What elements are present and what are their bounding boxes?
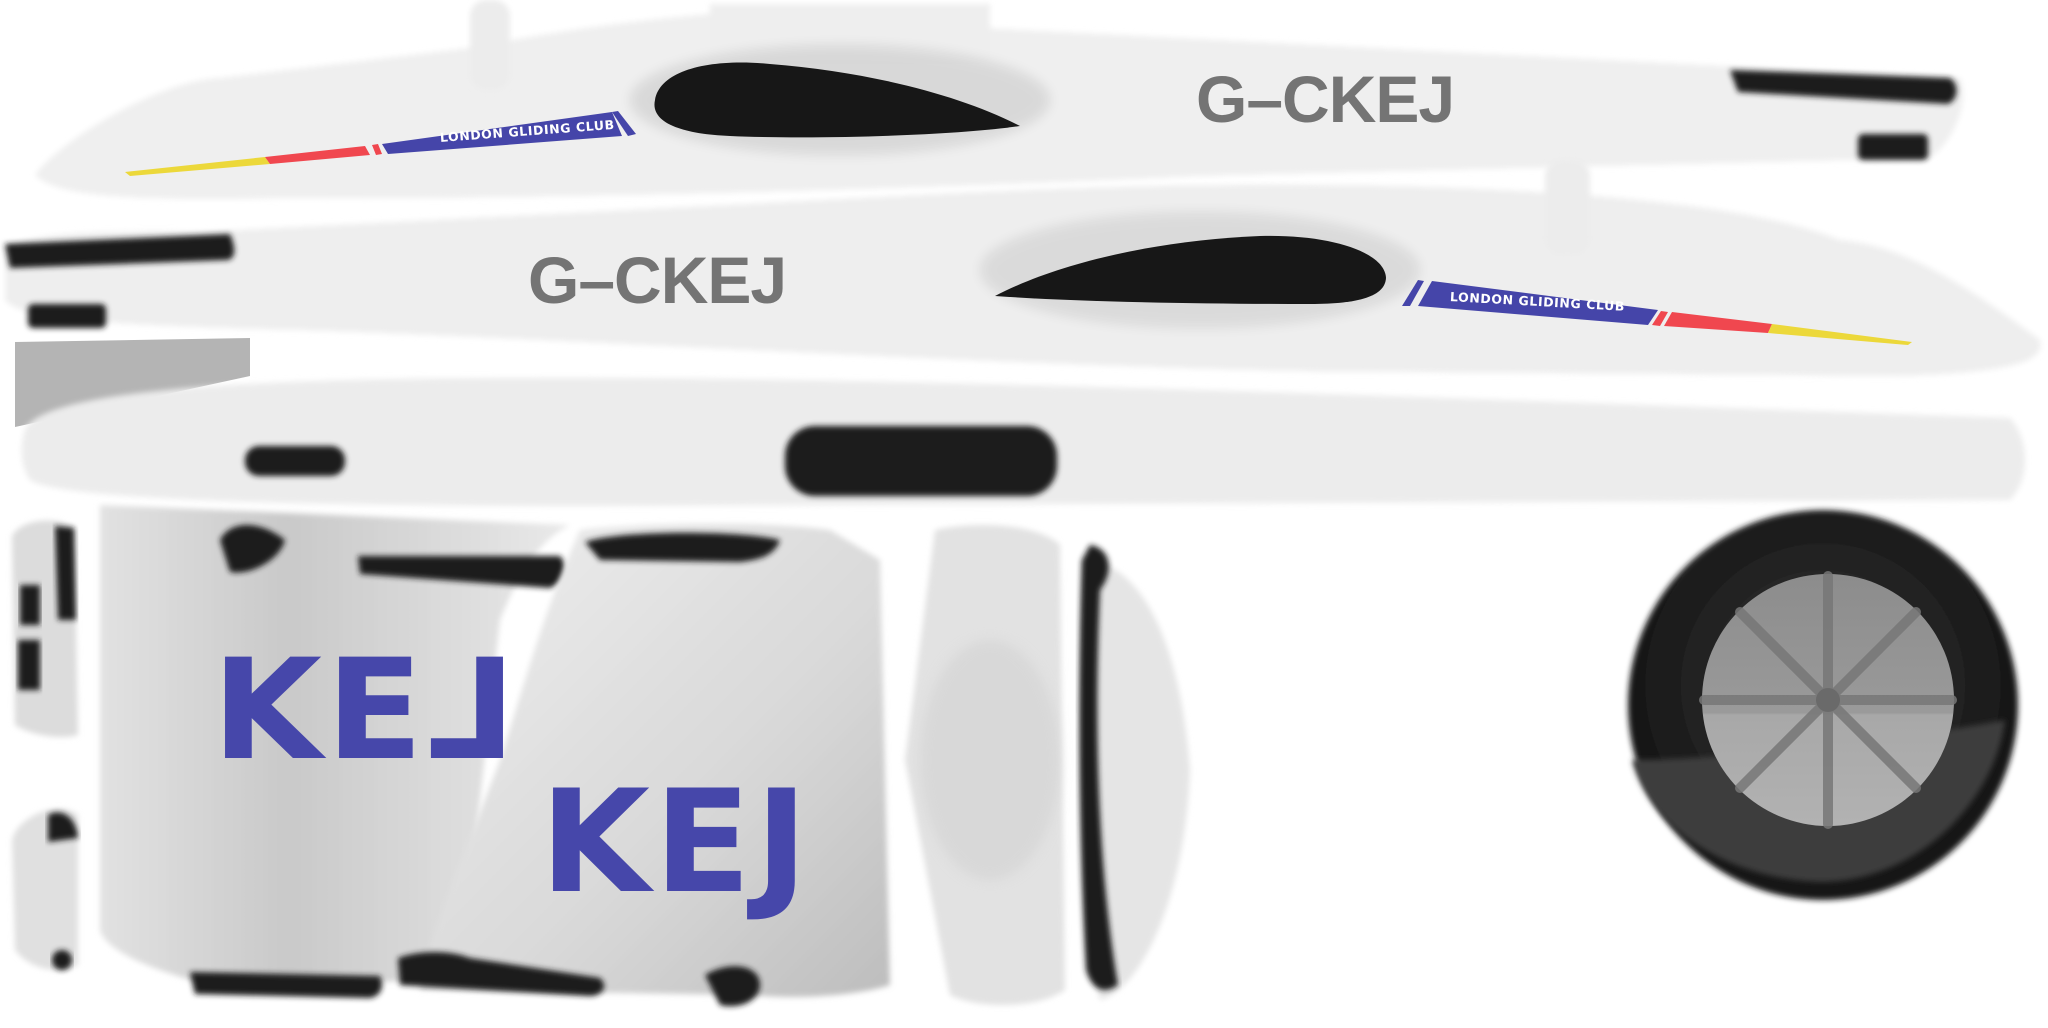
wheel-fairing-panel	[905, 525, 1190, 1006]
tail-code-left: KEᒧ	[212, 629, 520, 792]
fin-panel-right	[398, 523, 890, 1007]
fuselage-side-top	[35, 0, 1964, 199]
registration-mark-mid: G–CKEJ	[528, 243, 787, 317]
fin-panel-left	[100, 505, 570, 998]
fuselage-bottom-strip	[21, 377, 2026, 506]
fuselage-side-mid	[5, 160, 2041, 427]
tail-code-right: KEJ	[540, 760, 812, 925]
registration-mark-top: G–CKEJ	[1196, 62, 1455, 136]
left-edge-fragments	[12, 520, 78, 970]
wheel	[1628, 510, 2018, 900]
